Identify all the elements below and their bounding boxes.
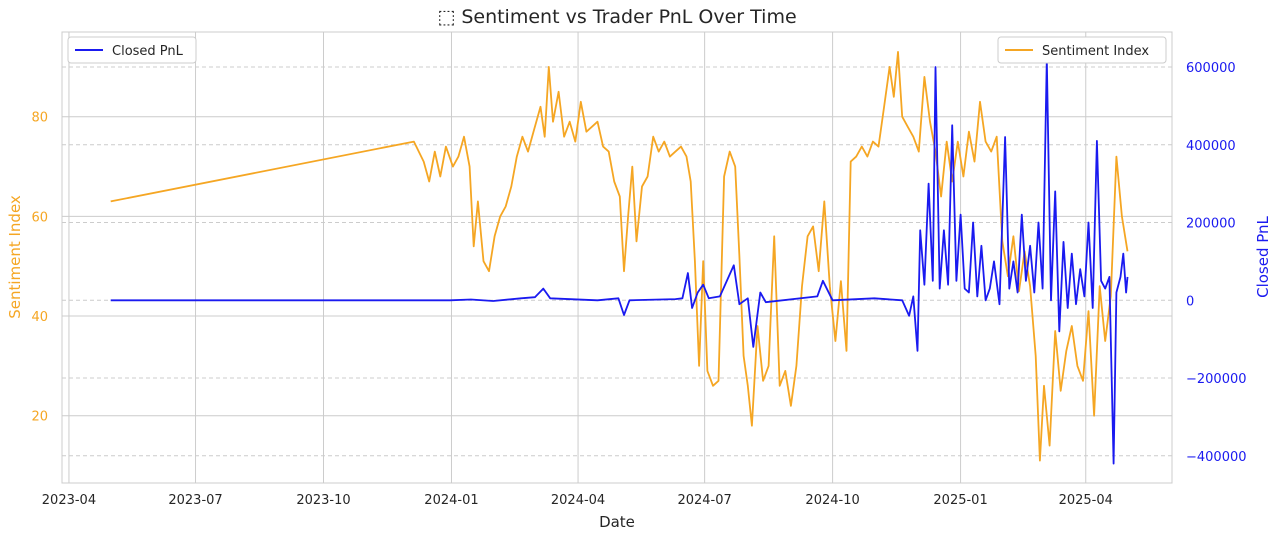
sentiment-index-line: [110, 51, 1129, 462]
left-tick-label: 60: [31, 210, 48, 225]
x-tick-label: 2024-04: [551, 493, 605, 508]
left-axis-label: Sentiment Index: [6, 195, 24, 319]
right-tick-label: 600000: [1186, 61, 1236, 76]
plot-area: [61, 31, 1173, 484]
chart-title: ⬚ Sentiment vs Trader PnL Over Time: [437, 6, 796, 28]
right-axis-ticks: −400000 −200000 0 200000 400000 600000: [1186, 61, 1247, 465]
right-tick-label: −200000: [1186, 372, 1247, 387]
legend-left-box: [67, 36, 197, 64]
x-axis-ticks: 2023-04 2023-07 2023-10 2024-01 2024-04 2024-…: [42, 493, 1113, 508]
left-tick-label: 20: [31, 410, 48, 425]
right-tick-label: −400000: [1186, 450, 1247, 465]
right-tick-label: 0: [1186, 294, 1194, 309]
x-tick-label: 2025-01: [933, 493, 987, 508]
x-tick-label: 2024-01: [424, 493, 478, 508]
left-axis-ticks: 20 40 60 80: [31, 111, 48, 425]
legend-closed-pnl-label: Closed PnL: [112, 44, 184, 59]
x-axis-label: Date: [599, 513, 635, 531]
x-tick-label: 2025-04: [1059, 493, 1113, 508]
left-tick-label: 40: [31, 310, 48, 325]
x-tick-label: 2023-04: [42, 493, 96, 508]
plot-frame: [61, 31, 1173, 484]
closed-pnl-line: [110, 58, 1129, 465]
legend-left: Closed PnL: [67, 36, 197, 64]
x-tick-label: 2023-10: [296, 493, 350, 508]
x-tick-label: 2023-07: [168, 493, 222, 508]
right-gridlines: [62, 66, 1172, 457]
right-tick-label: 400000: [1186, 139, 1236, 154]
left-gridlines: [62, 116, 1172, 417]
right-axis-label: Closed PnL: [1254, 215, 1272, 297]
legend-right-box: [997, 36, 1167, 64]
left-tick-label: 80: [31, 111, 48, 126]
legend-right: Sentiment Index: [997, 36, 1167, 64]
legend-sentiment-label: Sentiment Index: [1042, 44, 1149, 59]
x-tick-label: 2024-10: [805, 493, 859, 508]
right-tick-label: 200000: [1186, 217, 1236, 232]
x-tick-label: 2024-07: [677, 493, 731, 508]
